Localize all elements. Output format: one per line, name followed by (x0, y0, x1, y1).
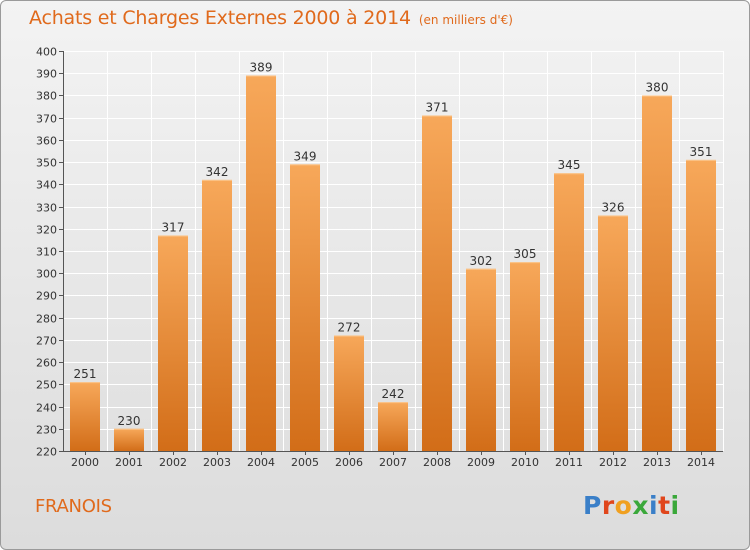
bar (378, 402, 408, 451)
y-tick-label: 310 (36, 246, 57, 259)
x-tick-label: 2012 (599, 456, 627, 469)
commune-name: FRANOIS (35, 496, 112, 517)
y-tick-label: 300 (36, 268, 57, 281)
x-tick-label: 2001 (115, 456, 143, 469)
y-tick-label: 380 (36, 90, 57, 103)
x-tick-label: 2005 (291, 456, 319, 469)
chart-title-text: Achats et Charges Externes 2000 à 2014 (29, 7, 411, 29)
bar (554, 173, 584, 451)
bar (466, 268, 496, 451)
x-tick-label: 2010 (511, 456, 539, 469)
bar (642, 95, 672, 451)
logo-letter: x (632, 491, 649, 520)
proxiti-logo: Proxiti (583, 491, 680, 520)
bar-value-label: 302 (470, 254, 493, 268)
bar (246, 75, 276, 451)
y-tick-label: 400 (36, 46, 57, 59)
bar (598, 215, 628, 451)
bar (70, 382, 100, 451)
bars: 251 230 317 342 389 349 272 242 371 302 305 345 326 3… (70, 60, 716, 452)
logo-letter: t (658, 491, 671, 520)
bar-value-label: 326 (602, 200, 625, 214)
x-tick-label: 2006 (335, 456, 363, 469)
x-tick-label: 2013 (643, 456, 671, 469)
x-tick-label: 2007 (379, 456, 407, 469)
chart-unit-note: (en milliers d'€) (418, 13, 513, 27)
bar (202, 179, 232, 451)
bar-value-label: 242 (382, 387, 405, 401)
y-tick-label: 260 (36, 357, 57, 370)
y-tick-label: 330 (36, 202, 57, 215)
bar-value-label: 389 (250, 60, 273, 74)
bar-value-label: 342 (206, 165, 229, 179)
y-tick-label: 230 (36, 424, 57, 437)
chart-title: Achats et Charges Externes 2000 à 2014 (e… (29, 7, 513, 29)
x-tick-label: 2014 (687, 456, 715, 469)
y-tick-label: 360 (36, 135, 57, 148)
bar (686, 159, 716, 451)
y-tick-label: 350 (36, 157, 57, 170)
y-tick-label: 340 (36, 179, 57, 192)
logo-letter: P (583, 491, 602, 520)
y-tick-label: 220 (36, 446, 57, 459)
bar (114, 428, 144, 451)
y-tick-label: 390 (36, 68, 57, 81)
y-tick-label: 290 (36, 290, 57, 303)
bar-value-label: 230 (118, 414, 141, 428)
x-tick-label: 2000 (71, 456, 99, 469)
bar-value-label: 349 (294, 149, 317, 163)
x-tick-label: 2009 (467, 456, 495, 469)
bar (510, 262, 540, 451)
x-tick-label: 2002 (159, 456, 187, 469)
y-tick-label: 320 (36, 224, 57, 237)
bar (290, 164, 320, 452)
bar (158, 235, 188, 451)
x-tick-label: 2003 (203, 456, 231, 469)
x-tick-label: 2008 (423, 456, 451, 469)
y-tick-label: 240 (36, 402, 57, 415)
x-tick-label: 2011 (555, 456, 583, 469)
bar-value-label: 272 (338, 320, 361, 334)
axes: 220 230 240 250 260 270 280 290 300 310 320 330 340 3… (36, 46, 723, 469)
y-tick-label: 250 (36, 379, 57, 392)
bar-value-label: 305 (514, 247, 537, 261)
bar-value-label: 251 (74, 367, 97, 381)
bar-value-label: 345 (558, 158, 581, 172)
logo-letter: i (649, 491, 659, 520)
logo-letter: o (614, 491, 633, 520)
bar-value-label: 351 (690, 145, 713, 159)
bar-value-label: 317 (162, 220, 185, 234)
logo-letter: r (601, 491, 615, 520)
bar (422, 115, 452, 451)
x-tick-label: 2004 (247, 456, 275, 469)
logo-letter: i (670, 491, 680, 520)
bar (334, 335, 364, 451)
bar-value-label: 371 (426, 100, 449, 114)
y-tick-label: 280 (36, 313, 57, 326)
y-tick-label: 270 (36, 335, 57, 348)
bar-value-label: 380 (646, 80, 669, 94)
y-tick-label: 370 (36, 113, 57, 126)
